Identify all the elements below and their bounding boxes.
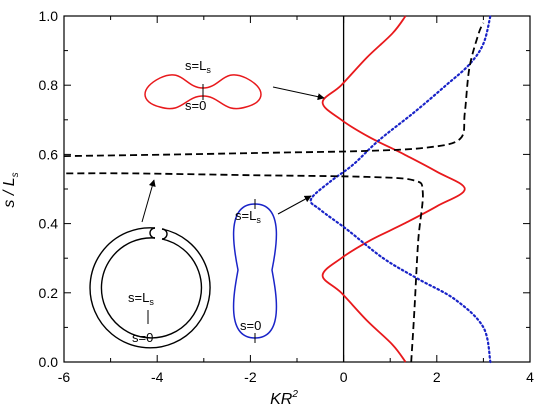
x-tick-label: 2 (433, 369, 441, 385)
x-tick-label: 0 (340, 369, 348, 385)
plot-frame (63, 15, 531, 363)
arrow-dumbbell (272, 86, 325, 101)
ring-bottom-label: s=0 (132, 330, 153, 345)
ring-cap-right (161, 228, 168, 240)
x-tick-label: -2 (244, 369, 257, 385)
x-tick-label: 4 (526, 369, 534, 385)
x-axis-title: KR2 (270, 389, 298, 408)
capsule-bottom-label: s=0 (240, 318, 261, 333)
y-axis-title: s / Ls (1, 172, 21, 207)
ring-shape: s=Ls s=0 (89, 227, 211, 349)
dumbbell-bottom-label: s=0 (185, 98, 206, 113)
arrow-ring (141, 179, 156, 223)
x-tick-label: -4 (151, 369, 164, 385)
series-line-dashed (63, 172, 424, 363)
y-tick-label: 0.0 (39, 354, 59, 370)
ring-outer-outline (89, 227, 211, 349)
y-tick-label: 0.8 (39, 77, 59, 93)
capsule-shape: s=Ls s=0 (232, 199, 278, 343)
y-tick-label: 0.2 (39, 285, 59, 301)
arrow-capsule (277, 195, 312, 215)
series-line-solid (321, 15, 466, 363)
capsule-top-label: s=Ls (235, 208, 261, 225)
y-tick-label: 0.6 (39, 146, 59, 162)
ring-inner-outline (100, 237, 203, 339)
y-tick-label: 0.4 (39, 216, 59, 232)
dumbbell-top-label: s=Ls (185, 58, 211, 75)
x-tick-label: -6 (58, 369, 71, 385)
series-line-dotted (309, 14, 492, 364)
ring-top-label: s=Ls (128, 290, 154, 307)
y-tick-label: 1.0 (39, 8, 59, 24)
ring-cap-left (149, 227, 156, 239)
series-line-dashed (63, 22, 485, 157)
dumbbell-shape: s=Ls s=0 (144, 58, 262, 113)
